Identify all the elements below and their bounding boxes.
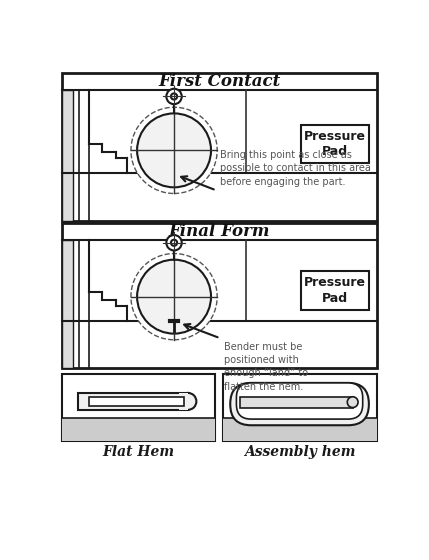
Circle shape [166, 235, 182, 250]
Circle shape [347, 396, 358, 408]
Text: Assembly hem: Assembly hem [244, 445, 355, 459]
Bar [89, 396, 184, 406]
Bar [240, 396, 353, 408]
Bar [301, 271, 369, 310]
Circle shape [171, 94, 177, 100]
Bar [62, 240, 73, 367]
FancyBboxPatch shape [230, 383, 369, 425]
Circle shape [166, 89, 182, 104]
Bar [62, 90, 73, 221]
Circle shape [137, 260, 211, 334]
Bar [223, 374, 377, 441]
Circle shape [137, 114, 211, 187]
Circle shape [171, 240, 177, 246]
Text: Flat Hem: Flat Hem [103, 445, 175, 459]
Circle shape [131, 108, 217, 194]
Bar [223, 418, 377, 441]
Circle shape [179, 393, 196, 410]
Text: Bender must be
positioned with
enough “land” to
flatten the hem.: Bender must be positioned with enough “l… [224, 342, 308, 391]
Bar [62, 418, 215, 441]
Bar [301, 125, 369, 164]
Text: Pressure
Pad: Pressure Pad [304, 130, 366, 158]
Text: Bring this point as close as
possible to contact in this area
before engaging th: Bring this point as close as possible to… [220, 150, 371, 186]
Circle shape [131, 254, 217, 340]
Bar [62, 223, 377, 367]
FancyBboxPatch shape [236, 383, 363, 419]
Text: Final Form: Final Form [169, 223, 270, 240]
Text: First Contact: First Contact [158, 73, 281, 90]
Bar [78, 393, 188, 410]
Bar [62, 73, 377, 221]
Bar [62, 374, 215, 441]
Bar [178, 393, 188, 410]
Text: Pressure
Pad: Pressure Pad [304, 277, 366, 305]
